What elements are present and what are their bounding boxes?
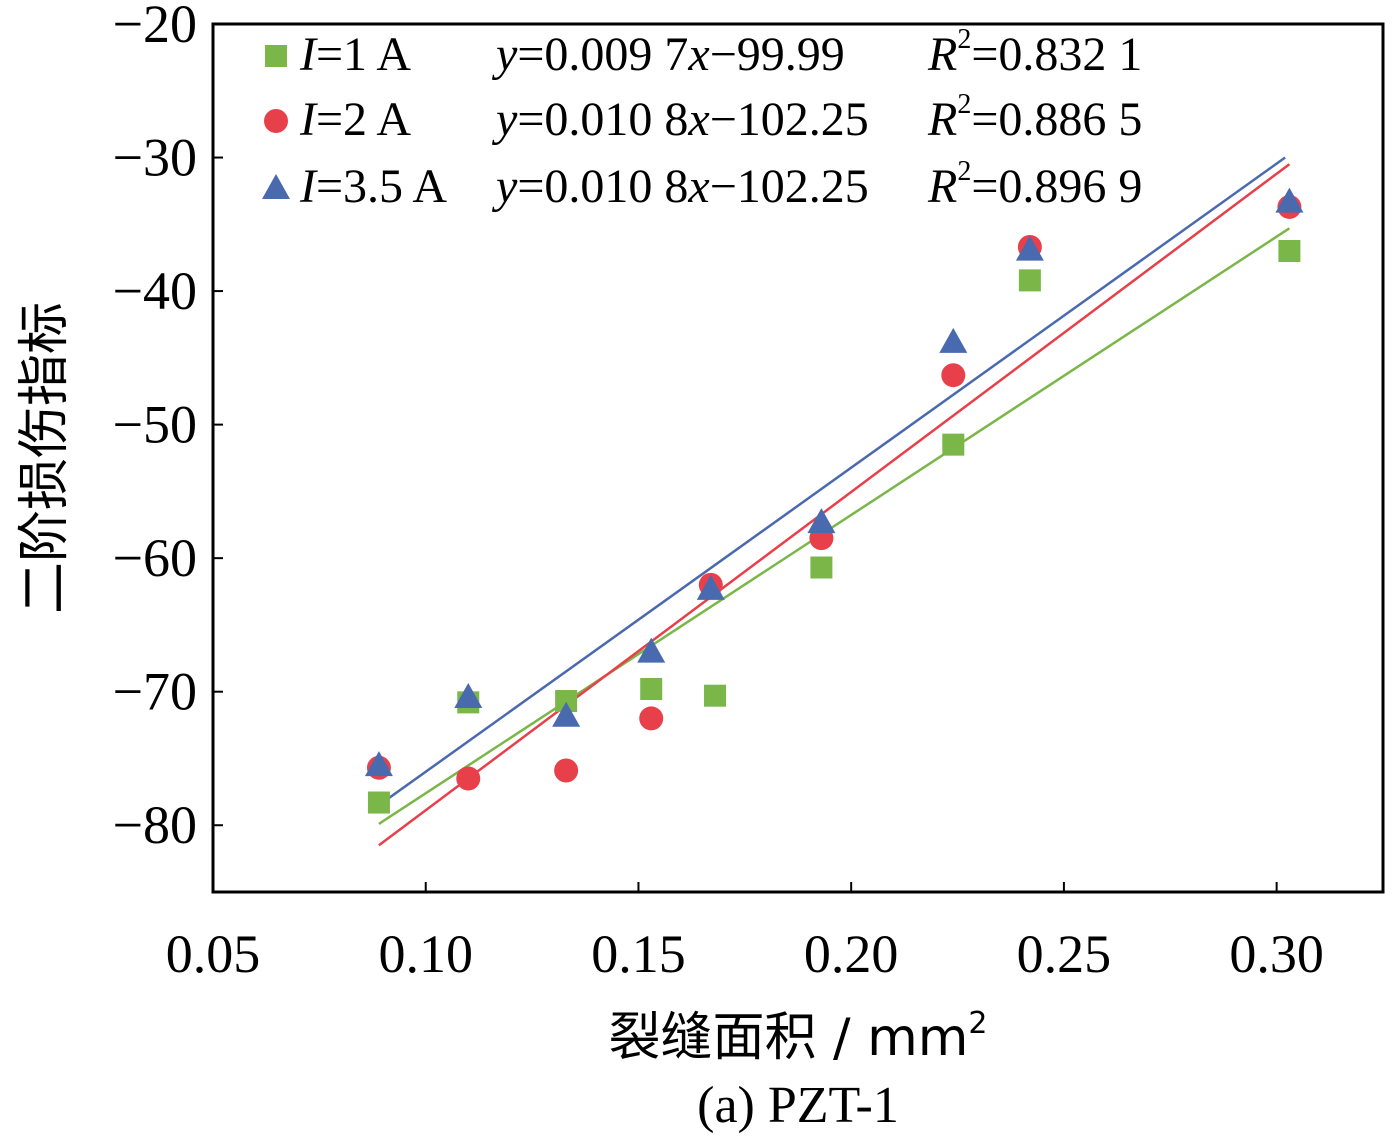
legend-equation: y=0.010 8x−102.25 (491, 93, 869, 146)
fit-line-series-1 (378, 227, 1291, 825)
y-axis: −80 −70 −60 −50 −40 −30 −20 (113, 0, 223, 855)
data-point-series-1 (704, 684, 727, 707)
legend-marker-series-2 (264, 109, 288, 133)
figure-caption: (a) PZT-1 (697, 1077, 899, 1134)
y-tick-label: −20 (113, 0, 197, 54)
fit-lines (378, 156, 1291, 847)
data-point-series-1 (1018, 269, 1041, 292)
y-tick-label: −70 (113, 662, 197, 722)
y-tick-label: −60 (113, 528, 197, 588)
data-point-series-3 (364, 751, 393, 777)
data-point-series-1 (810, 556, 833, 579)
y-tick-label: −80 (113, 795, 197, 855)
x-tick-label: 0.10 (378, 924, 473, 984)
data-point-series-3 (696, 574, 725, 600)
legend-label: I=2 A (299, 93, 411, 146)
data-point-series-2 (554, 758, 579, 783)
x-tick-label: 0.15 (591, 924, 686, 984)
data-point-series-3 (637, 637, 666, 663)
data-point-series-1 (942, 433, 965, 456)
legend-equation: y=0.010 8x−102.25 (491, 160, 869, 213)
data-point-series-1 (555, 690, 578, 713)
legend-label: I=3.5 A (299, 160, 447, 213)
data-point-series-3 (552, 701, 581, 727)
x-tick-label: 0.25 (1017, 924, 1112, 984)
y-tick-label: −50 (113, 395, 197, 455)
x-tick-label: 0.05 (166, 924, 261, 984)
legend-label: I=1 A (299, 28, 411, 81)
legend-r-squared: R2=0.896 9 (927, 156, 1142, 213)
x-tick-label: 0.30 (1229, 924, 1324, 984)
x-tick-label: 0.20 (804, 924, 899, 984)
data-point-series-1 (640, 678, 663, 701)
data-point-series-2 (941, 363, 966, 388)
data-point-series-1 (367, 791, 390, 814)
data-points (364, 187, 1304, 814)
legend-r-squared: R2=0.832 1 (927, 24, 1142, 81)
fit-line-series-3 (378, 156, 1286, 807)
y-tick-label: −40 (113, 261, 197, 321)
x-axis: 0.05 0.10 0.15 0.20 0.25 0.30 (166, 882, 1324, 984)
data-point-series-3 (1275, 187, 1304, 213)
legend-equation: y=0.009 7x−99.99 (491, 28, 845, 81)
legend: I=1 A y=0.009 7x−99.99 R2=0.832 1 I=2 A y=0.… (262, 24, 1142, 213)
data-point-series-1 (1278, 240, 1301, 263)
y-axis-title: 二阶损伤指标 (15, 302, 75, 614)
legend-r-squared: R2=0.886 5 (927, 89, 1142, 146)
fit-line-series-2 (378, 163, 1291, 847)
plot-area (211, 22, 1385, 894)
data-point-series-3 (939, 327, 968, 353)
data-point-series-3 (454, 683, 483, 709)
data-point-series-3 (1015, 235, 1044, 261)
data-point-series-3 (807, 508, 836, 534)
legend-marker-series-3 (262, 174, 290, 199)
data-point-series-2 (456, 766, 481, 791)
legend-marker-series-1 (265, 45, 287, 67)
data-point-series-2 (639, 706, 664, 731)
x-axis-title: 裂缝面积 / mm2 (609, 1006, 988, 1068)
y-tick-label: −30 (113, 128, 197, 188)
